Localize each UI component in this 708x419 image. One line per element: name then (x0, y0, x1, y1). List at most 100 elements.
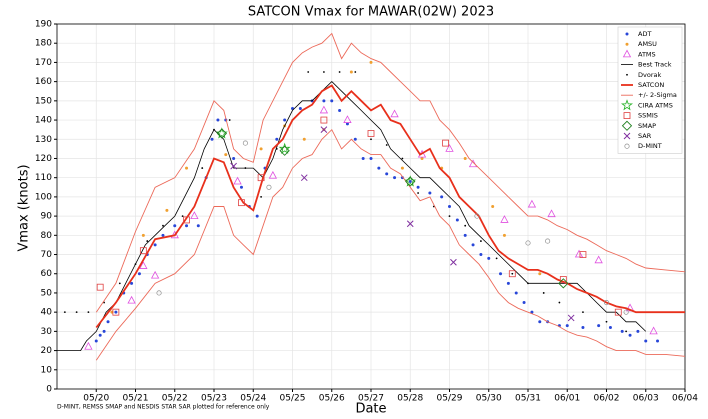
data-point (275, 137, 279, 141)
data-point (190, 211, 199, 220)
data-point (385, 144, 388, 146)
plot-frame (56, 23, 686, 390)
series-line (95, 84, 685, 329)
data-point (139, 261, 148, 269)
data-point (522, 301, 526, 305)
data-point (367, 130, 375, 137)
data-point (417, 192, 419, 194)
data-point (408, 180, 412, 184)
data-point (405, 176, 416, 187)
data-point (487, 256, 491, 260)
data-point (338, 108, 342, 112)
data-point (150, 270, 160, 279)
data-point (649, 326, 658, 335)
data-point (463, 156, 467, 160)
chart-title: SATCON Vmax for MAWAR(02W) 2023 (248, 5, 494, 20)
x-tick-label: 06/02 (594, 394, 620, 404)
data-point (547, 209, 556, 218)
data-point (330, 99, 334, 103)
legend-swatch (621, 120, 633, 131)
data-point (146, 240, 149, 242)
footnote: D-MINT, REMSS SMAP and NESDIS STAR SAR p… (57, 404, 270, 411)
data-point (216, 118, 220, 122)
data-point (623, 309, 629, 315)
data-point (183, 216, 190, 224)
data-point (84, 341, 93, 350)
x-tick-label: 05/20 (83, 394, 109, 404)
y-tick-label: 30 (41, 327, 53, 337)
y-axis-label: Vmax (knots) (17, 164, 32, 251)
data-point (75, 311, 78, 314)
data-point (228, 119, 231, 121)
data-point (608, 326, 612, 330)
data-point (440, 195, 444, 199)
data-point (463, 233, 467, 237)
data-point (508, 270, 516, 278)
data-point (559, 276, 567, 283)
data-point (354, 71, 357, 73)
legend-label: ADT (638, 30, 651, 38)
legend-swatch (625, 42, 629, 46)
data-point (162, 224, 164, 227)
data-point (385, 172, 389, 176)
data-point (445, 144, 454, 152)
legend-label: SATCON (638, 81, 664, 89)
legend-swatch (625, 32, 629, 36)
y-tick-label: 170 (35, 58, 52, 68)
data-point (525, 240, 531, 246)
legend-label: SAR (638, 132, 652, 140)
x-tick-label: 05/31 (515, 394, 541, 404)
data-point (232, 156, 236, 160)
data-point (579, 251, 587, 258)
legend-box (617, 26, 683, 154)
data-point (538, 320, 542, 324)
data-point (302, 137, 306, 141)
data-point (307, 71, 310, 73)
data-point (597, 324, 601, 328)
data-point (514, 291, 518, 295)
data-point (406, 220, 414, 228)
data-point (353, 137, 357, 141)
data-point (628, 333, 632, 337)
data-point (216, 128, 227, 139)
data-point (127, 295, 136, 304)
x-tick-label: 05/30 (476, 394, 502, 404)
data-point (213, 128, 215, 131)
data-point (257, 174, 265, 182)
legend-swatch (623, 112, 631, 119)
data-point (369, 60, 373, 64)
data-point (370, 138, 372, 141)
data-point (369, 156, 373, 160)
data-point (114, 310, 118, 314)
y-tick-label: 130 (35, 135, 52, 145)
data-point (141, 233, 145, 237)
legend-swatch (626, 73, 628, 76)
data-point (244, 167, 247, 169)
data-point (448, 215, 451, 218)
data-point (275, 147, 278, 150)
data-point (260, 195, 262, 198)
legend-label: ATMS (638, 50, 656, 58)
data-point (511, 272, 514, 275)
data-point (625, 330, 628, 333)
data-point (349, 70, 353, 74)
y-tick-label: 0 (46, 385, 52, 395)
legend-label: CIRA ATMS (638, 101, 673, 109)
legend-label: SMAP (638, 122, 656, 130)
data-point (185, 166, 189, 170)
data-point (338, 71, 341, 73)
y-tick-label: 10 (41, 365, 53, 375)
data-point (474, 213, 480, 219)
data-point (230, 162, 237, 170)
data-point (479, 253, 483, 257)
data-point (201, 167, 204, 169)
data-point (224, 153, 228, 157)
x-tick-label: 06/04 (672, 394, 698, 404)
y-tick-label: 110 (35, 173, 52, 183)
data-point (215, 127, 228, 139)
data-point (343, 115, 352, 123)
y-tick-label: 20 (41, 346, 53, 356)
x-tick-label: 05/26 (319, 394, 345, 404)
x-axis-label: Date (355, 402, 386, 417)
data-point (581, 326, 585, 330)
